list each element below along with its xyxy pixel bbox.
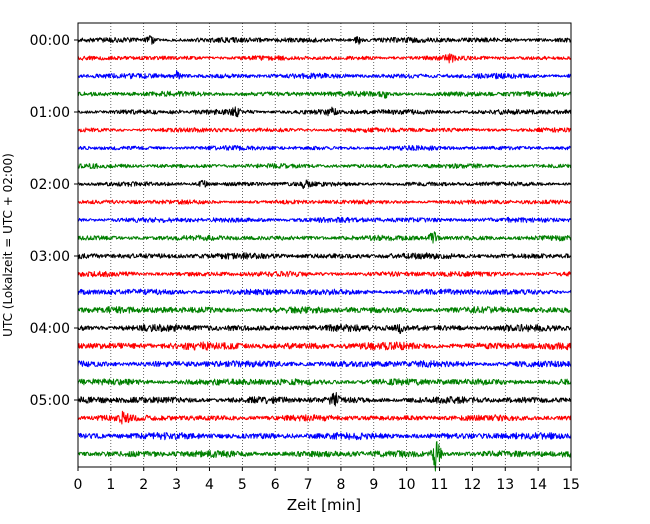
trace-01:45 bbox=[77, 163, 572, 169]
trace-01:30 bbox=[77, 145, 572, 151]
y-tick-label-5: 05:00 bbox=[30, 393, 70, 409]
trace-01:15 bbox=[77, 127, 572, 133]
traces bbox=[77, 35, 572, 472]
trace-02:15 bbox=[77, 199, 572, 205]
x-tick-label-7: 7 bbox=[304, 477, 313, 493]
x-tick-label-6: 6 bbox=[271, 477, 280, 493]
x-tick-label-12: 12 bbox=[463, 477, 481, 493]
trace-00:30 bbox=[77, 70, 572, 80]
x-axis-label: Zeit [min] bbox=[287, 496, 361, 514]
trace-05:15 bbox=[77, 410, 572, 425]
x-tick-label-10: 10 bbox=[398, 477, 416, 493]
trace-00:15 bbox=[77, 53, 572, 64]
trace-02:00 bbox=[77, 179, 572, 190]
plot-frame bbox=[77, 22, 572, 468]
trace-02:30 bbox=[77, 216, 572, 224]
x-tick-label-4: 4 bbox=[205, 477, 214, 493]
y-tick-label-1: 01:00 bbox=[30, 105, 70, 121]
x-axis-ticks: 0 1 2 3 4 5 6 7 8 9 10 11 12 13 14 15 bbox=[74, 467, 580, 493]
y-axis-label: UTC (Lokalzeit = UTC + 02:00) bbox=[1, 153, 15, 337]
x-tick-label-14: 14 bbox=[529, 477, 547, 493]
trace-04:15 bbox=[78, 341, 572, 351]
trace-05:30 bbox=[77, 432, 572, 441]
trace-05:45 bbox=[77, 441, 572, 472]
x-tick-label-13: 13 bbox=[496, 477, 514, 493]
trace-00:45 bbox=[78, 90, 572, 99]
trace-03:30 bbox=[77, 288, 572, 296]
trace-03:00 bbox=[77, 252, 572, 260]
trace-03:45 bbox=[77, 306, 572, 314]
x-tick-label-5: 5 bbox=[238, 477, 247, 493]
trace-05:00 bbox=[77, 392, 572, 407]
trace-04:30 bbox=[77, 360, 572, 368]
x-tick-label-0: 0 bbox=[74, 477, 83, 493]
x-tick-label-3: 3 bbox=[172, 477, 181, 493]
trace-02:45 bbox=[77, 231, 572, 244]
x-tick-label-8: 8 bbox=[336, 477, 345, 493]
trace-01:00 bbox=[77, 106, 572, 118]
x-tick-label-1: 1 bbox=[106, 477, 115, 493]
y-tick-label-0: 00:00 bbox=[30, 33, 70, 49]
trace-03:15 bbox=[77, 270, 572, 278]
x-tick-label-9: 9 bbox=[369, 477, 378, 493]
y-axis-ticks: 00:00 01:00 02:00 03:00 04:00 05:00 bbox=[30, 33, 78, 409]
x-tick-label-2: 2 bbox=[139, 477, 148, 493]
trace-04:00 bbox=[77, 323, 572, 334]
y-tick-label-2: 02:00 bbox=[30, 177, 70, 193]
y-tick-label-4: 04:00 bbox=[30, 321, 70, 337]
trace-00:00 bbox=[77, 35, 572, 45]
y-tick-label-3: 03:00 bbox=[30, 249, 70, 265]
x-tick-label-11: 11 bbox=[431, 477, 449, 493]
x-tick-label-15: 15 bbox=[562, 477, 580, 493]
trace-04:45 bbox=[77, 378, 572, 386]
